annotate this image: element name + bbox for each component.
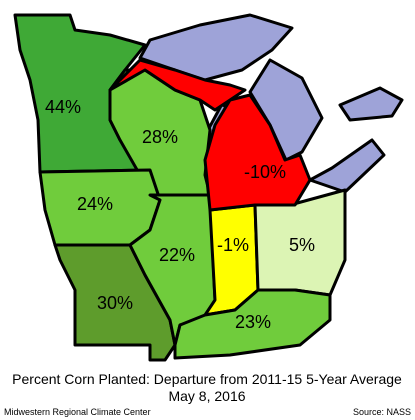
michigan-upper (108, 58, 247, 112)
title: Percent Corn Planted: Departure from 201… (12, 371, 402, 387)
source: Source: NASS (353, 407, 411, 417)
state-label: 23% (235, 312, 271, 332)
state-label: 44% (45, 97, 81, 117)
michigan-lower (203, 93, 312, 212)
state-label: 24% (77, 194, 113, 214)
kentucky (173, 288, 332, 360)
state-label: -1% (217, 235, 249, 255)
lake-ontario (338, 86, 404, 122)
lake-erie (308, 138, 386, 194)
state-label: 30% (97, 293, 133, 313)
credit: Midwestern Regional Climate Center (4, 407, 151, 417)
state-label: 28% (142, 127, 178, 147)
state-label: -10% (244, 162, 286, 182)
state-label: 22% (159, 245, 195, 265)
date: May 8, 2016 (168, 388, 245, 404)
state-label: 5% (289, 235, 315, 255)
